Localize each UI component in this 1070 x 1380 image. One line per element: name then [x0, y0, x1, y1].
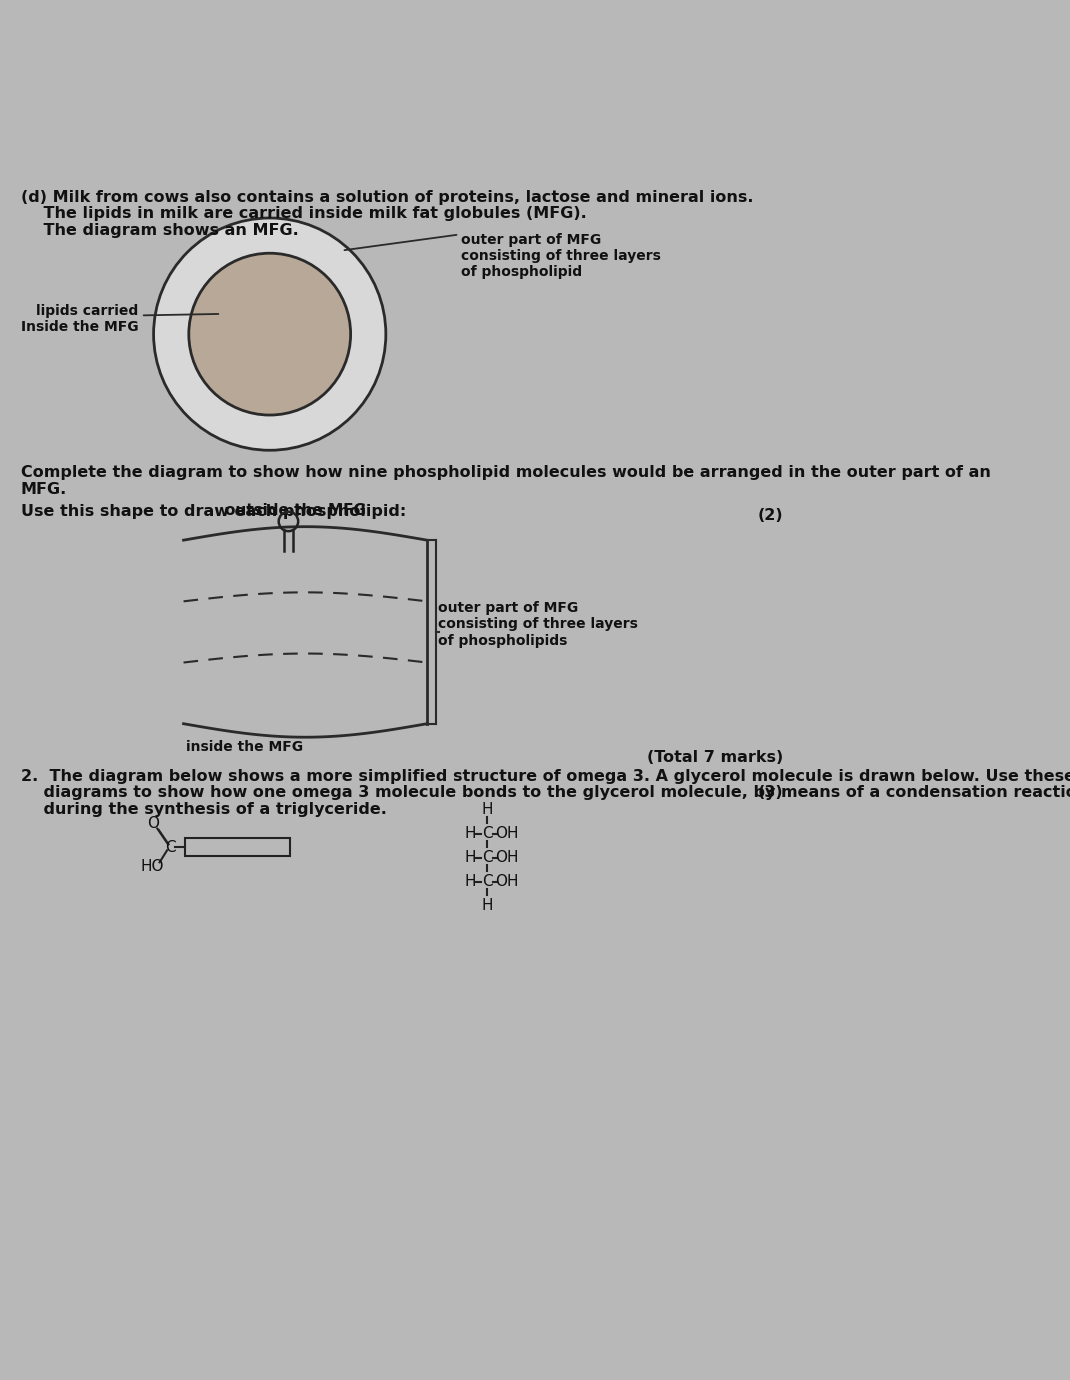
Text: H: H: [464, 875, 476, 889]
Text: OH: OH: [494, 827, 518, 842]
Text: The lipids in milk are carried inside milk fat globules (MFG).: The lipids in milk are carried inside mi…: [21, 206, 586, 221]
Text: The diagram shows an MFG.: The diagram shows an MFG.: [21, 222, 299, 237]
Text: outer part of MFG
consisting of three layers
of phospholipid: outer part of MFG consisting of three la…: [461, 233, 660, 279]
Text: Use this shape to draw each phospholipid:: Use this shape to draw each phospholipid…: [21, 504, 407, 519]
Text: O: O: [148, 816, 159, 831]
Text: outer part of MFG
consisting of three layers
of phospholipids: outer part of MFG consisting of three la…: [439, 602, 638, 647]
Text: (d) Milk from cows also contains a solution of proteins, lactose and mineral ion: (d) Milk from cows also contains a solut…: [21, 189, 753, 204]
Text: C: C: [482, 827, 492, 842]
Text: OH: OH: [494, 875, 518, 889]
Text: diagrams to show how one omega 3 molecule bonds to the glycerol molecule, by mea: diagrams to show how one omega 3 molecul…: [21, 785, 1070, 800]
Bar: [185, 838, 290, 857]
Text: C: C: [482, 875, 492, 889]
Text: C: C: [482, 850, 492, 865]
Text: (Total 7 marks): (Total 7 marks): [646, 749, 783, 765]
Text: MFG.: MFG.: [21, 482, 67, 497]
Text: (3): (3): [758, 785, 783, 800]
Text: inside the MFG: inside the MFG: [186, 740, 303, 755]
Text: lipids carried
Inside the MFG: lipids carried Inside the MFG: [21, 304, 139, 334]
Text: outside the MFG: outside the MFG: [225, 502, 366, 518]
Text: HO: HO: [140, 860, 164, 875]
Text: H: H: [464, 850, 476, 865]
Text: Complete the diagram to show how nine phospholipid molecules would be arranged i: Complete the diagram to show how nine ph…: [21, 465, 991, 480]
Text: OH: OH: [494, 850, 518, 865]
Text: H: H: [482, 802, 492, 817]
Circle shape: [154, 218, 386, 450]
Text: C: C: [165, 840, 175, 854]
Text: H: H: [482, 898, 492, 914]
Text: 2.  The diagram below shows a more simplified structure of omega 3. A glycerol m: 2. The diagram below shows a more simpli…: [21, 769, 1070, 784]
Text: (2): (2): [758, 508, 783, 523]
Text: H: H: [464, 827, 476, 842]
Circle shape: [188, 253, 351, 415]
Text: during the synthesis of a triglyceride.: during the synthesis of a triglyceride.: [21, 802, 387, 817]
